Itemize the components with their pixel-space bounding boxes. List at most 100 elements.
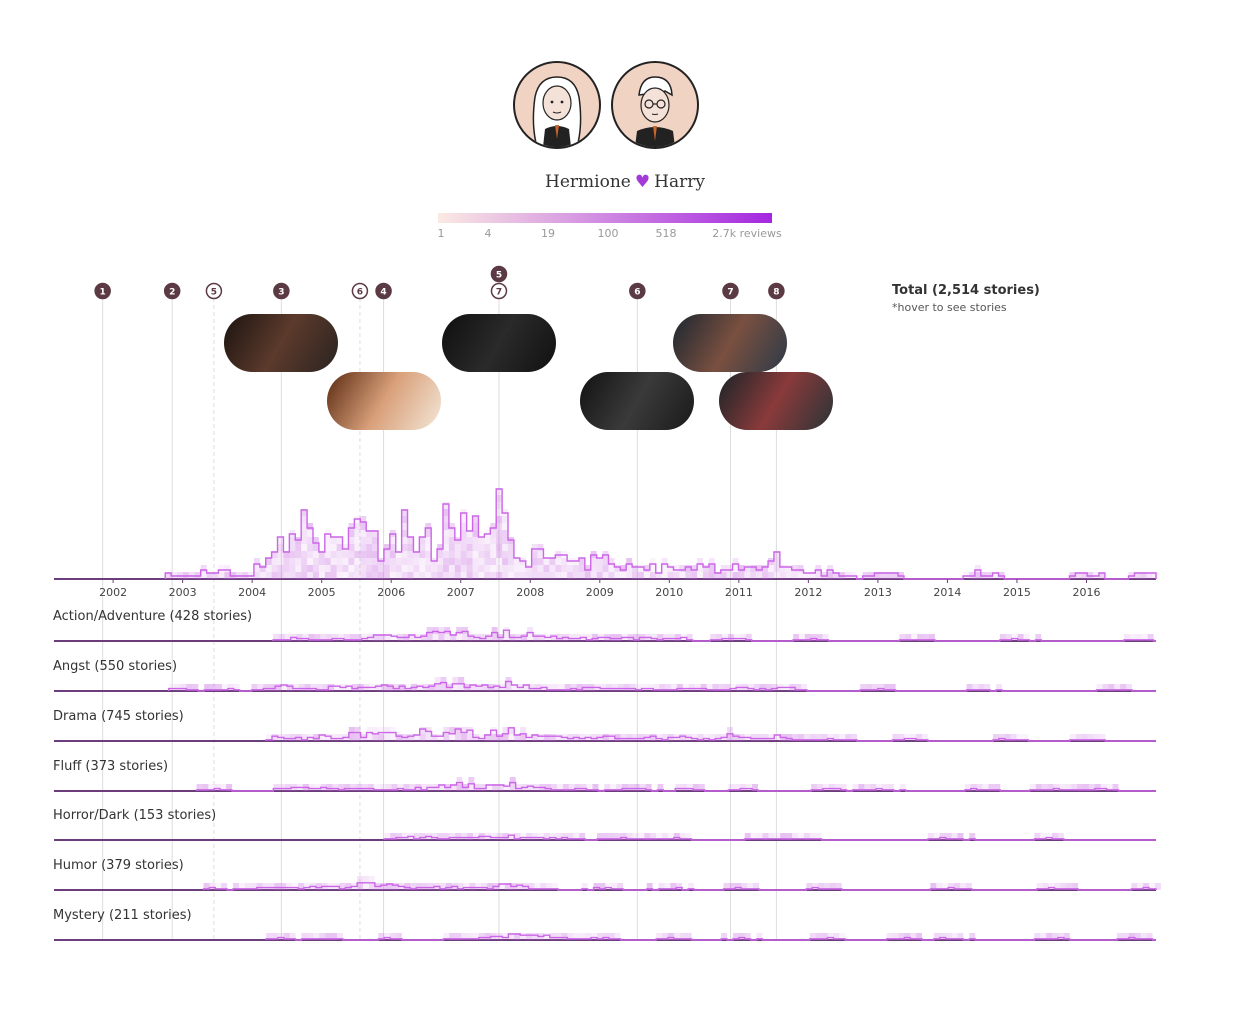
density-cell [460, 537, 467, 544]
legend-tick: 1 [437, 227, 445, 240]
total-title[interactable]: Total (2,514 stories) [892, 283, 1040, 298]
year-label: 2004 [238, 586, 267, 599]
still-4[interactable] [580, 372, 695, 430]
density-cell [597, 933, 603, 940]
density-cell [410, 883, 417, 890]
still-1[interactable] [224, 314, 339, 372]
density-cell [620, 572, 627, 579]
density-cell [744, 933, 751, 940]
density-cell [165, 572, 172, 579]
density-cell [396, 734, 402, 741]
density-cell [546, 883, 553, 890]
density-cell [466, 544, 473, 551]
density-cell [939, 933, 946, 940]
density-cell [616, 784, 623, 791]
density-cell [336, 558, 343, 565]
density-cell [368, 883, 375, 890]
density-cell [472, 933, 479, 940]
density-cell [685, 572, 692, 579]
density-cell [389, 565, 396, 572]
density-cell [815, 734, 822, 741]
density-cell [779, 572, 786, 579]
density-cell [425, 558, 432, 565]
genre-label-fluff: Fluff (373 stories) [53, 759, 169, 774]
density-cell [448, 551, 455, 558]
still-6[interactable] [719, 372, 834, 430]
density-cell [756, 833, 763, 840]
density-cell [682, 684, 689, 691]
still-5[interactable] [673, 314, 788, 372]
density-cell [434, 677, 441, 684]
density-cell [348, 558, 355, 565]
density-cell [277, 558, 284, 565]
density-cell [670, 883, 677, 890]
density-cell [419, 727, 426, 734]
marker-label: 8 [773, 288, 779, 298]
density-cell [1075, 572, 1082, 579]
density-cell [1081, 572, 1088, 579]
density-cell [491, 634, 498, 641]
density-cell [1143, 883, 1150, 890]
density-cell [460, 572, 467, 579]
density-cell [1022, 734, 1029, 741]
density-cell [283, 933, 290, 940]
density-cell [440, 677, 447, 684]
genre-label-mystery: Mystery (211 stories) [53, 908, 192, 923]
density-cell [502, 727, 509, 734]
marker-label: 5 [496, 271, 502, 281]
density-cell [667, 565, 674, 572]
density-cell [401, 572, 408, 579]
density-cell [1041, 784, 1048, 791]
density-cell [685, 565, 692, 572]
density-cell [312, 572, 319, 579]
density-cell [570, 684, 577, 691]
density-cell [1088, 784, 1095, 791]
density-cell [1129, 634, 1136, 641]
density-cell [762, 734, 769, 741]
density-cell [697, 734, 704, 741]
density-cell [401, 530, 408, 537]
density-cell [976, 784, 983, 791]
marker-label: 6 [634, 288, 640, 298]
still-3[interactable] [441, 314, 556, 372]
density-cell [1082, 784, 1089, 791]
density-cell [1140, 933, 1147, 940]
density-cell [298, 883, 304, 890]
density-cell [466, 537, 473, 544]
marker-circle [768, 282, 785, 300]
density-cell [632, 833, 639, 840]
density-cell [463, 883, 470, 890]
density-cell [795, 684, 802, 691]
density-cell [301, 516, 308, 523]
density-cell [871, 684, 878, 691]
density-cell [602, 734, 609, 741]
density-cell [322, 684, 329, 691]
density-cell [874, 572, 881, 579]
density-cell [484, 544, 491, 551]
density-cell [366, 530, 373, 537]
density-cell [806, 883, 813, 890]
density-cell [407, 551, 414, 558]
density-cell [649, 565, 656, 572]
density-cell [354, 558, 361, 565]
density-cell [513, 558, 520, 565]
density-cell [809, 572, 816, 579]
density-cell [531, 544, 538, 551]
density-cell [768, 565, 774, 572]
density-cell [484, 537, 491, 544]
density-cell [389, 572, 396, 579]
density-cell [259, 572, 266, 579]
density-cell [449, 933, 456, 940]
density-cell [898, 734, 905, 741]
density-cell [428, 883, 434, 890]
density-cell [460, 558, 467, 565]
density-cell [419, 544, 426, 551]
still-2[interactable] [326, 372, 441, 430]
density-cell [460, 530, 467, 537]
density-cell [449, 833, 456, 840]
density-cell [484, 933, 491, 940]
density-cell [549, 734, 556, 741]
density-cell [910, 933, 917, 940]
marker-circle [273, 282, 290, 300]
